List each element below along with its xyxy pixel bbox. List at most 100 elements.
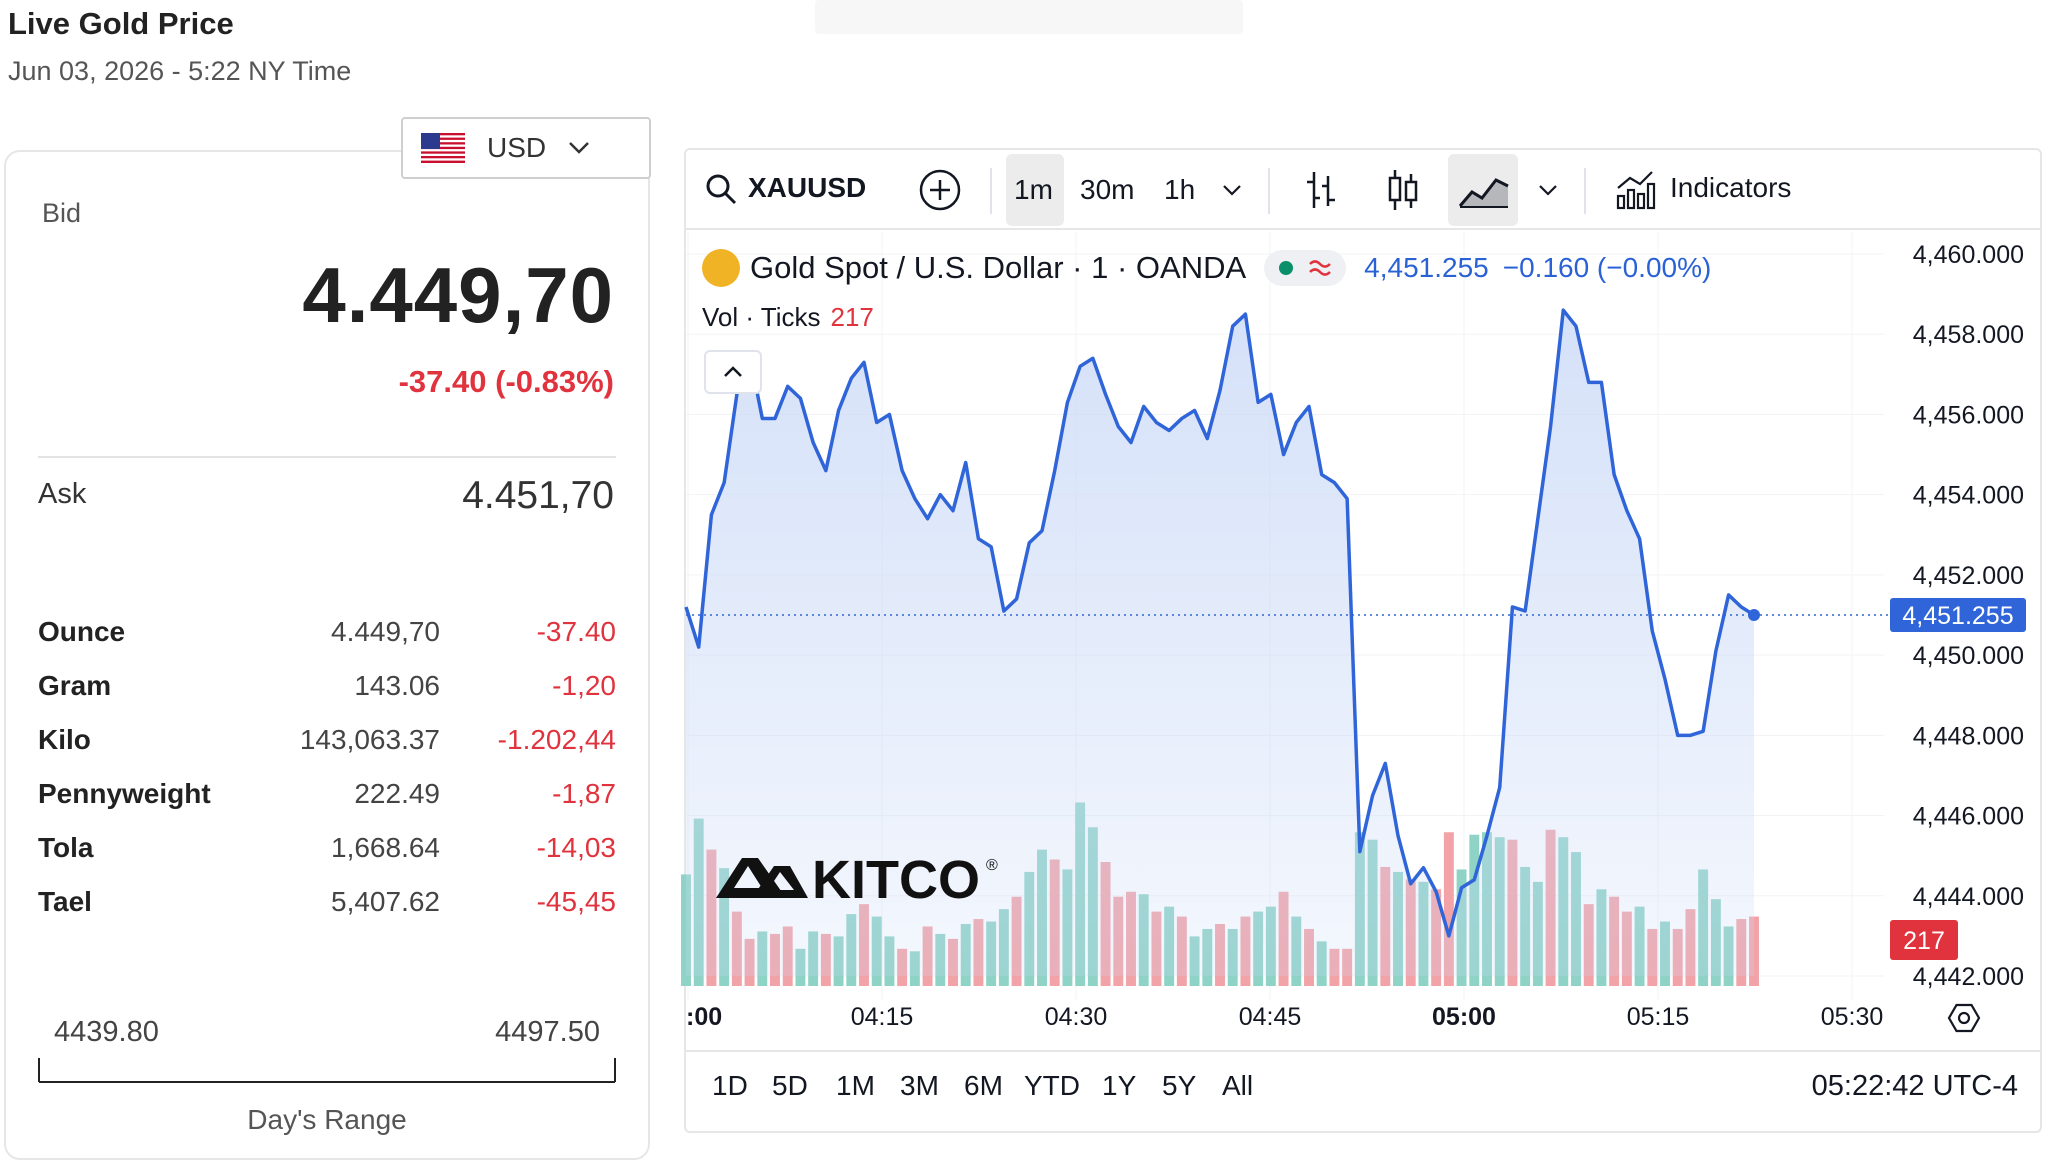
chart-legend: Gold Spot / U.S. Dollar · 1 · OANDA 4,45… (702, 246, 1711, 290)
indicators-icon[interactable] (1614, 168, 1656, 210)
chevron-down-icon[interactable] (1538, 184, 1558, 196)
range-1d[interactable]: 1D (712, 1070, 748, 1101)
bid-label: Bid (42, 198, 82, 228)
area-chart-icon[interactable] (1458, 170, 1510, 210)
bar-chart-type-icon[interactable] (1304, 170, 1338, 210)
chevron-down-icon[interactable] (1222, 184, 1242, 196)
unit-name: Pennyweight (38, 778, 211, 809)
collapse-legend-button[interactable] (704, 350, 762, 394)
last-price-dot (1748, 609, 1760, 621)
range-1m[interactable]: 1M (836, 1070, 875, 1101)
settings-icon-center (1957, 1011, 1971, 1025)
gold-coin-icon (702, 249, 740, 287)
symbol-search[interactable]: XAUUSD (748, 172, 867, 203)
notification-toast (815, 0, 1243, 34)
price-line (684, 308, 1755, 938)
y-tick-label: 4,446.000 (1913, 803, 2024, 831)
ask-label: Ask (38, 478, 87, 510)
kitco-logo (716, 858, 808, 898)
unit-price: 143,063.37 (299, 724, 440, 755)
x-tick-label: 05:00 (1432, 1003, 1496, 1031)
divider (38, 456, 616, 458)
unit-change: -14,03 (536, 832, 616, 863)
x-tick-label: 04:15 (851, 1003, 914, 1031)
chart-clock: 05:22:42 UTC-4 (1811, 1070, 2018, 1102)
unit-price: 222.49 (354, 778, 440, 809)
last-price-tag-label: 4,451.255 (1902, 602, 2013, 630)
y-tick-label: 4,442.000 (1913, 963, 2024, 991)
y-tick-label: 4,454.000 (1913, 482, 2024, 510)
unit-price: 4.449,70 (331, 616, 440, 647)
chevron-down-icon (569, 142, 590, 154)
unit-name: Ounce (38, 616, 126, 647)
chevron-up-icon (724, 366, 742, 377)
unit-name: Kilo (38, 724, 91, 755)
range-ytd[interactable]: YTD (1024, 1070, 1080, 1101)
volume-legend: Vol · Ticks 217 (702, 302, 874, 333)
unit-change: -45,45 (536, 886, 616, 917)
range-5y[interactable]: 5Y (1162, 1070, 1197, 1101)
unit-row-tola: Tola 1,668.64 -14,03 (38, 832, 616, 872)
days-range-label: Day's Range (247, 1104, 407, 1135)
range-1y[interactable]: 1Y (1102, 1070, 1137, 1101)
unit-row-gram: Gram 143.06 -1,20 (38, 670, 616, 710)
range-3m[interactable]: 3M (900, 1070, 939, 1101)
y-tick-label: 4,452.000 (1913, 562, 2024, 590)
y-tick-label: 4,456.000 (1913, 401, 2024, 429)
legend-change: −0.160 (−0.00%) (1502, 252, 1712, 283)
unit-name: Gram (38, 670, 112, 701)
price-area (686, 310, 1754, 977)
range-6m[interactable]: 6M (964, 1070, 1003, 1101)
volume-value: 217 (830, 302, 874, 332)
bid-change: -37.40 (-0.83%) (398, 364, 614, 399)
interval-active-bg (1006, 154, 1064, 226)
volume-tag-label: 217 (1903, 927, 1945, 955)
kitco-registered-mark: ® (986, 857, 998, 874)
range-5d[interactable]: 5D (772, 1070, 808, 1101)
unit-change: -1,20 (552, 670, 616, 701)
unit-change: -1.202,44 (497, 724, 616, 755)
toolbar-separator (1584, 168, 1586, 214)
bid-value: 4.449,70 (302, 251, 614, 339)
y-tick-label: 4,460.000 (1913, 241, 2024, 269)
page-datetime: Jun 03, 2026 - 5:22 NY Time (8, 56, 352, 86)
currency-selector[interactable]: USD (401, 117, 651, 179)
compare-add-icon[interactable] (918, 168, 962, 212)
y-tick-label: 4,448.000 (1913, 722, 2024, 750)
interval-1h[interactable]: 1h (1164, 174, 1196, 205)
x-tick-label: 04:45 (1239, 1003, 1302, 1031)
settings-icon[interactable] (1947, 1003, 1981, 1033)
divider (686, 1050, 2040, 1052)
market-status-pill (1264, 250, 1347, 286)
candles-icon[interactable] (1386, 168, 1420, 212)
unit-row-ounce: Ounce 4.449,70 -37.40 (38, 616, 616, 656)
toolbar-separator (990, 168, 992, 214)
volume-tag (1890, 920, 1958, 960)
market-open-icon (1279, 260, 1332, 276)
y-tick-label: 4,458.000 (1913, 321, 2024, 349)
indicators-button[interactable]: Indicators (1670, 172, 1792, 203)
range-all[interactable]: All (1222, 1070, 1254, 1101)
days-range-high: 4497.50 (495, 1016, 600, 1048)
unit-change: -37.40 (536, 616, 616, 647)
days-range-bar (38, 1058, 616, 1083)
unit-price: 143.06 (354, 670, 440, 701)
unit-price: 5,407.62 (331, 886, 440, 917)
interval-1m[interactable]: 1m (1014, 174, 1053, 205)
days-range-low: 4439.80 (54, 1016, 159, 1048)
chart-type-active-bg (1448, 154, 1518, 226)
page-title: Live Gold Price (8, 6, 234, 41)
unit-row-kilo: Kilo 143,063.37 -1.202,44 (38, 724, 616, 764)
unit-price: 1,668.64 (331, 832, 440, 863)
unit-change: -1,87 (552, 778, 616, 809)
legend-last-price: 4,451.255 (1364, 252, 1489, 283)
instrument-name: Gold Spot / U.S. Dollar · 1 · OANDA (750, 250, 1247, 285)
interval-30m[interactable]: 30m (1080, 174, 1135, 205)
search-icon[interactable] (704, 172, 738, 206)
ask-value: 4.451,70 (462, 474, 614, 517)
x-tick-label: 05:15 (1627, 1003, 1690, 1031)
unit-row-pennyweight: Pennyweight 222.49 -1,87 (38, 778, 616, 818)
x-tick-label: 05:30 (1821, 1003, 1884, 1031)
toolbar-separator (1268, 168, 1270, 214)
